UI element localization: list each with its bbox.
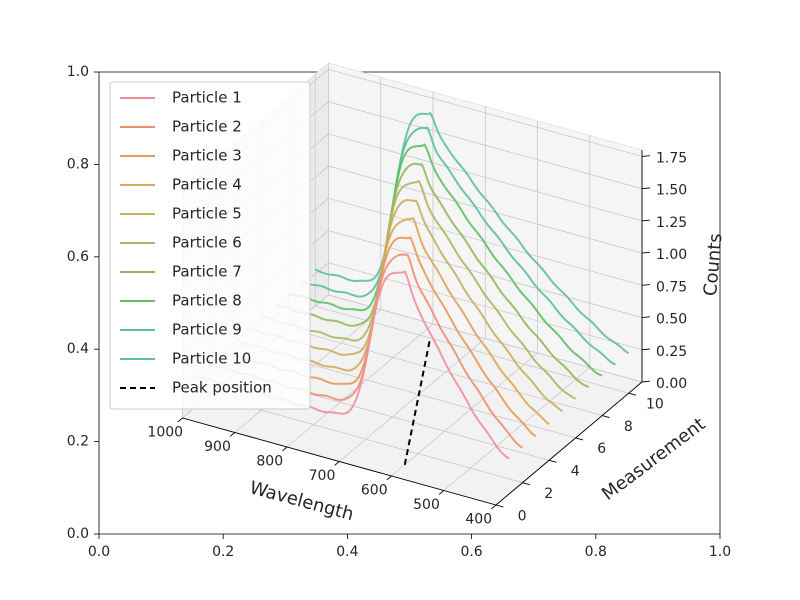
- legend-label-peak: Peak position: [172, 379, 272, 397]
- counts-tick-label: 1.75: [656, 150, 687, 166]
- wavelength-tick: [438, 490, 445, 495]
- frame-y-tick-label: 1.0: [67, 64, 89, 80]
- counts-tick: [641, 284, 650, 286]
- legend-label: Particle 4: [172, 176, 242, 194]
- wavelength-axis-title: Wavelength: [247, 477, 356, 525]
- counts-tick-label: 1.50: [656, 183, 687, 199]
- legend-label: Particle 7: [172, 263, 242, 281]
- counts-tick: [641, 155, 650, 157]
- wavelength-tick-label: 1000: [147, 425, 183, 441]
- legend-label: Particle 1: [172, 89, 242, 107]
- frame-x-tick-label: 0.2: [212, 544, 234, 560]
- frame-x-tick-label: 0.6: [460, 544, 482, 560]
- measurement-tick: [522, 482, 530, 486]
- counts-tick-label: 0.75: [656, 279, 687, 295]
- measurement-tick-label: 6: [597, 441, 606, 457]
- counts-tick: [641, 348, 650, 351]
- frame-y-tick-label: 0.6: [67, 249, 89, 265]
- legend-box: [109, 81, 311, 410]
- wavelength-tick: [177, 417, 183, 423]
- series-line-particle-10: [314, 112, 630, 355]
- wavelength-tick: [282, 446, 288, 452]
- counts-tick-label: 0.50: [656, 312, 687, 328]
- wavelength-tick-label: 500: [413, 497, 440, 513]
- wavelength-tick-label: 900: [204, 439, 231, 455]
- counts-tick-label: 0.25: [656, 344, 687, 360]
- counts-tick-label: 1.00: [656, 247, 687, 263]
- counts-axis-title: Counts: [700, 232, 726, 296]
- frame-x-tick-label: 0.4: [336, 544, 358, 560]
- measurement-axis-line: [495, 381, 643, 506]
- legend: Particle 1 Particle 2 Particle 3 Particle 4…: [109, 81, 311, 410]
- peak-position-line: [403, 337, 432, 466]
- legend-label: Particle 5: [172, 205, 242, 223]
- counts-tick: [641, 251, 650, 254]
- frame-x-tick-label: 0.8: [585, 544, 607, 560]
- outer-axes-frame: 0.0 0.2 0.4 0.6 0.8 1.0 0.0 0.2 0.4 0.6 0.8 1.0: [67, 64, 731, 560]
- frame-x-tick-label: 0.0: [88, 544, 110, 560]
- wavelength-tick-label: 600: [361, 483, 388, 499]
- legend-label: Particle 2: [172, 118, 242, 136]
- counts-tick-label: 0.00: [656, 376, 687, 392]
- wavelength-tick-label: 400: [465, 512, 492, 528]
- measurement-tick: [628, 392, 637, 396]
- wavelength-tick: [386, 475, 392, 481]
- measurement-axis-title: Measurement: [598, 414, 709, 505]
- frame-x-tick-label: 1.0: [709, 544, 731, 560]
- measurement-tick: [495, 504, 504, 508]
- wavelength-tick: [334, 461, 340, 466]
- measurement-tick: [548, 459, 557, 463]
- frame-y-tick-label: 0.8: [67, 156, 89, 172]
- series-line-particle-6: [262, 180, 577, 400]
- measurement-tick-label: 2: [544, 486, 553, 502]
- frame-y-tick-label: 0.4: [67, 341, 89, 357]
- counts-tick: [641, 219, 650, 222]
- counts-tick: [641, 380, 650, 383]
- counts-tick-label: 1.25: [656, 215, 687, 231]
- series-line-particle-9: [301, 126, 616, 366]
- series-line-particle-7: [275, 162, 590, 389]
- wavelength-tick-label: 800: [256, 454, 283, 470]
- measurement-tick-label: 10: [646, 396, 664, 412]
- legend-label: Particle 9: [172, 321, 242, 339]
- series-line-particle-8: [288, 143, 603, 377]
- legend-label: Particle 3: [172, 147, 242, 165]
- measurement-tick: [575, 437, 584, 441]
- measurement-tick-label: 0: [518, 508, 527, 524]
- wavelength-tick: [491, 504, 497, 510]
- measurement-tick: [602, 415, 610, 419]
- wavelength-tick: [229, 432, 236, 437]
- frame-y-tick-label: 0.2: [67, 434, 89, 450]
- legend-label: Particle 10: [172, 350, 251, 368]
- legend-label: Particle 8: [172, 292, 242, 310]
- legend-label: Particle 6: [172, 234, 242, 252]
- measurement-tick-label: 8: [624, 419, 633, 435]
- measurement-tick-label: 4: [571, 464, 580, 480]
- counts-tick: [641, 316, 650, 319]
- wavelength-tick-label: 700: [309, 468, 336, 484]
- frame-y-tick-label: 0.0: [67, 526, 89, 542]
- counts-tick: [641, 187, 650, 190]
